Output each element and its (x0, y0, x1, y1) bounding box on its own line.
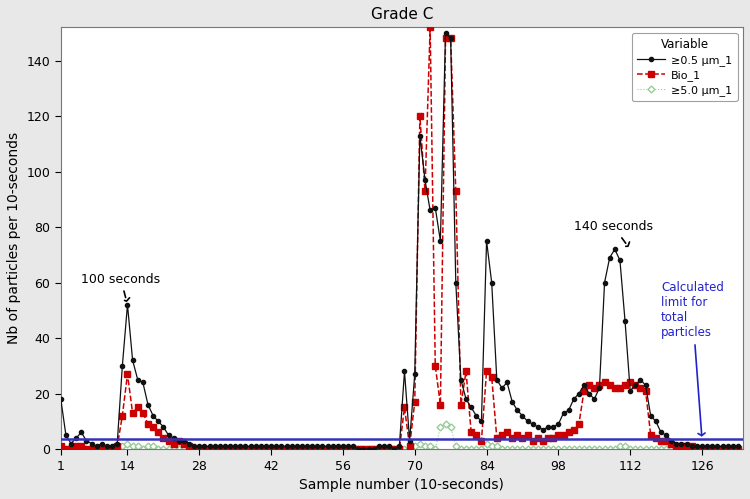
≥0.5 μm_1 (703, 443, 712, 449)
≥5.0 μm_1 (488, 443, 496, 449)
Bio_1 (734, 446, 742, 452)
Legend: ≥0.5 μm_1, Bio_1, ≥5.0 μm_1: ≥0.5 μm_1, Bio_1, ≥5.0 μm_1 (632, 33, 737, 101)
≥5.0 μm_1 (103, 446, 112, 452)
≥0.5 μm_1 (103, 443, 112, 449)
Text: Calculated
limit for
total
particles: Calculated limit for total particles (661, 281, 724, 436)
Bio_1 (513, 432, 522, 438)
≥5.0 μm_1 (56, 446, 65, 452)
Bio_1 (56, 443, 65, 449)
≥0.5 μm_1 (718, 443, 727, 449)
≥0.5 μm_1 (56, 396, 65, 402)
≥5.0 μm_1 (508, 446, 517, 452)
≥0.5 μm_1 (492, 377, 501, 383)
≥0.5 μm_1 (441, 30, 450, 36)
≥0.5 μm_1 (513, 407, 522, 413)
≥5.0 μm_1 (528, 446, 537, 452)
Line: ≥0.5 μm_1: ≥0.5 μm_1 (58, 31, 740, 451)
X-axis label: Sample number (10-seconds): Sample number (10-seconds) (299, 478, 504, 492)
Bio_1 (718, 446, 727, 452)
≥0.5 μm_1 (533, 424, 542, 430)
≥5.0 μm_1 (698, 446, 706, 452)
Y-axis label: Nb of particles per 10-seconds: Nb of particles per 10-seconds (7, 132, 21, 344)
≥0.5 μm_1 (354, 446, 363, 452)
Text: 140 seconds: 140 seconds (574, 220, 652, 247)
Line: Bio_1: Bio_1 (58, 24, 741, 452)
Title: Grade C: Grade C (370, 7, 433, 22)
Text: 100 seconds: 100 seconds (81, 272, 160, 301)
Bio_1 (62, 446, 70, 452)
Bio_1 (426, 24, 435, 30)
Bio_1 (703, 446, 712, 452)
Line: ≥5.0 μm_1: ≥5.0 μm_1 (58, 422, 740, 452)
Bio_1 (492, 435, 501, 441)
≥5.0 μm_1 (734, 446, 742, 452)
≥5.0 μm_1 (713, 446, 722, 452)
Bio_1 (533, 435, 542, 441)
≥0.5 μm_1 (734, 443, 742, 449)
Bio_1 (107, 446, 116, 452)
≥5.0 μm_1 (441, 421, 450, 427)
